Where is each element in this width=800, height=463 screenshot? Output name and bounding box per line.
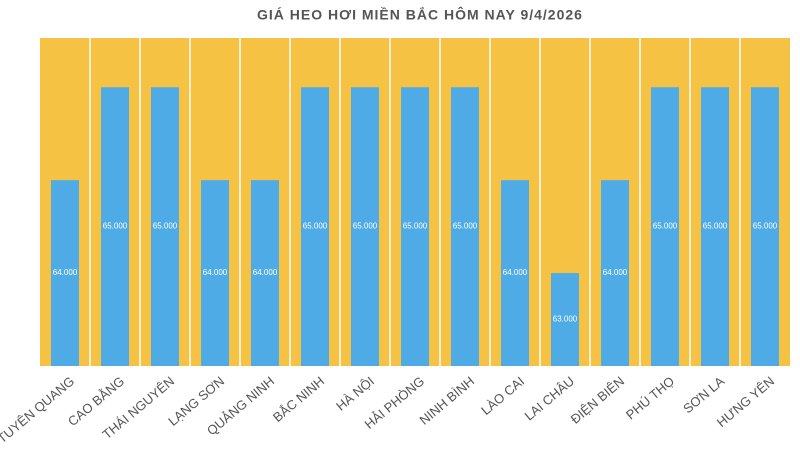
value-label: 65.000: [353, 222, 378, 231]
value-label: 65.000: [653, 222, 678, 231]
bar: [101, 87, 129, 366]
value-label: 64.000: [253, 268, 278, 277]
value-label: 65.000: [753, 222, 778, 231]
value-label: 65.000: [303, 222, 328, 231]
bar: [351, 87, 379, 366]
x-tick-label: SƠN LA: [680, 373, 727, 416]
value-label: 64.000: [503, 268, 528, 277]
x-tick-label: NINH BÌNH: [417, 373, 478, 427]
bar: [251, 180, 279, 366]
value-label: 64.000: [203, 268, 228, 277]
bar: [301, 87, 329, 366]
bar: [401, 87, 429, 366]
bar: [501, 180, 529, 366]
value-label: 65.000: [403, 222, 428, 231]
x-tick-label: ĐIỆN BIÊN: [568, 373, 627, 426]
value-label: 65.000: [153, 222, 178, 231]
bar: [701, 87, 729, 366]
x-tick-label: BẮC NINH: [270, 373, 327, 424]
bar: [601, 180, 629, 366]
chart-title: GIÁ HEO HƠI MIỀN BẮC HÔM NAY 9/4/2026: [257, 6, 583, 23]
bar: [51, 180, 79, 366]
value-label: 65.000: [103, 222, 128, 231]
bar: [751, 87, 779, 366]
bar: [151, 87, 179, 366]
value-label: 65.000: [703, 222, 728, 231]
value-label: 64.000: [53, 268, 78, 277]
x-tick-label: HÀ NỘI: [333, 373, 377, 413]
bar: [551, 273, 579, 366]
bar: [201, 180, 229, 366]
bar: [451, 87, 479, 366]
value-label: 63.000: [553, 315, 578, 324]
x-tick-label: PHÚ THỌ: [623, 373, 677, 422]
x-tick-label: LÀO CAI: [478, 373, 527, 417]
value-label: 64.000: [603, 268, 628, 277]
bar: [651, 87, 679, 366]
value-label: 65.000: [453, 222, 478, 231]
x-tick-label: TUYÊN QUANG: [0, 373, 77, 446]
